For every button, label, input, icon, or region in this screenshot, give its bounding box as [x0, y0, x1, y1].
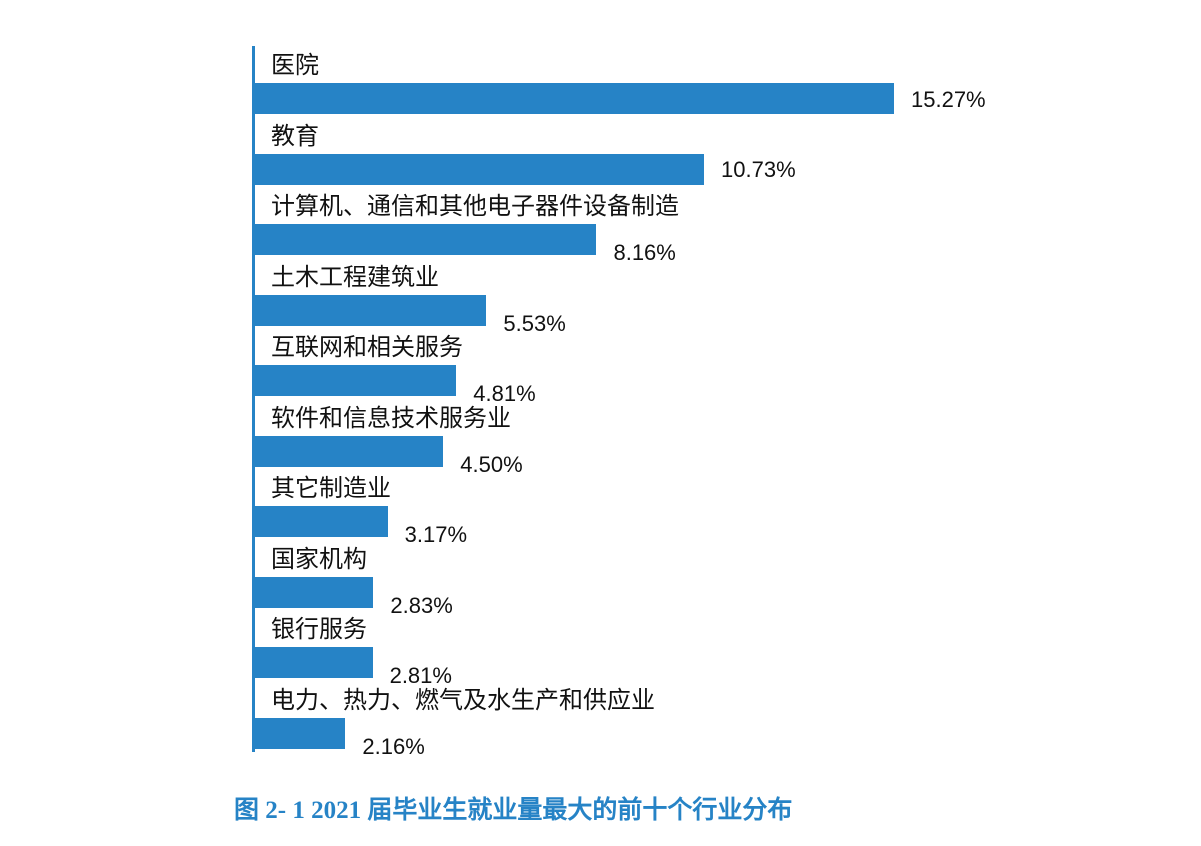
category-label: 土木工程建筑业: [271, 263, 439, 291]
bar: [255, 647, 373, 678]
bar: [255, 365, 457, 396]
bar-row: 医院 15.27%: [255, 52, 1155, 122]
value-label: 10.73%: [721, 156, 796, 182]
value-label: 4.50%: [460, 451, 523, 477]
value-label: 2.81%: [389, 663, 452, 688]
category-label: 软件和信息技术服务业: [271, 404, 511, 432]
y-axis-line: [252, 46, 255, 752]
value-label: 3.17%: [404, 522, 468, 547]
bar: [255, 294, 487, 326]
bar: [255, 153, 705, 185]
category-label: 银行服务: [271, 616, 367, 643]
figure-caption: 图 2- 1 2021 届毕业生就业量最大的前十个行业分布: [234, 797, 793, 824]
bar-row: 计算机、通信和其他电子器件设备制造 8.16%: [255, 193, 1155, 265]
value-label: 2.16%: [362, 733, 425, 759]
bar-row: 其它制造业 3.17%: [255, 475, 1155, 547]
category-label: 教育: [271, 122, 319, 150]
category-label: 电力、热力、燃气及水生产和供应业: [271, 686, 655, 714]
bar-row: 电力、热力、燃气及水生产和供应业 2.16%: [255, 686, 1155, 759]
bar: [255, 717, 346, 749]
value-label: 2.83%: [390, 592, 453, 618]
bar-row: 国家机构 2.83%: [255, 545, 1155, 618]
bar-row: 土木工程建筑业 5.53%: [255, 263, 1155, 336]
bar-row: 银行服务 2.81%: [255, 616, 1155, 688]
value-label: 8.16%: [613, 240, 676, 265]
value-label: 15.27%: [911, 87, 986, 112]
bar-chart: 医院 15.27% 教育 10.73% 计算机、通信和其他电子器件设备制造 8.16% 土木…: [252, 46, 1155, 759]
bar-row: 软件和信息技术服务业 4.50%: [255, 404, 1155, 477]
category-label: 医院: [271, 52, 319, 79]
bar: [255, 435, 444, 467]
category-label: 国家机构: [271, 545, 367, 573]
bar: [255, 576, 374, 608]
bar: [255, 83, 894, 114]
bar: [255, 506, 388, 537]
bar-row: 教育 10.73%: [255, 123, 1155, 193]
category-label: 其它制造业: [271, 475, 391, 502]
bar-row: 互联网和相关服务 4.81%: [255, 334, 1155, 406]
category-label: 互联网和相关服务: [271, 334, 463, 361]
value-label: 5.53%: [503, 310, 566, 336]
value-label: 4.81%: [473, 381, 536, 406]
bar: [255, 224, 597, 255]
category-label: 计算机、通信和其他电子器件设备制造: [271, 193, 679, 220]
